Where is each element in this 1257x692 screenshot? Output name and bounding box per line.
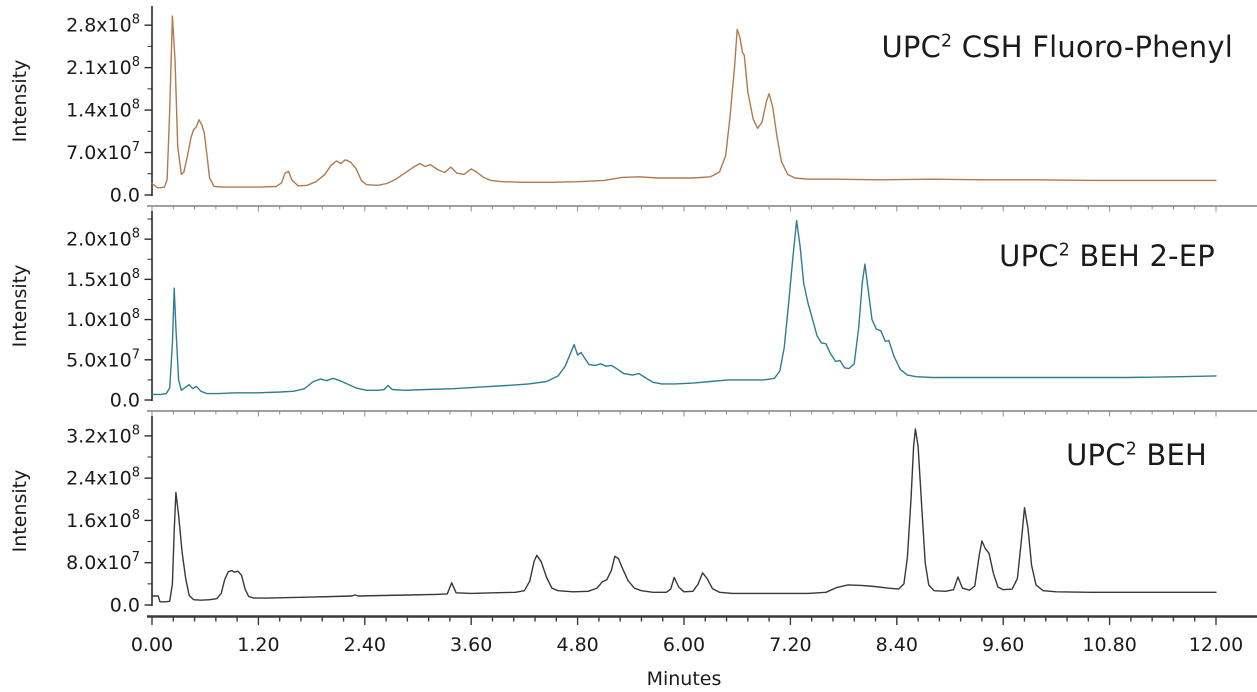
panel-title-beh-2ep: UPC2 BEH 2-EP <box>999 239 1215 273</box>
x-tick-marks <box>151 206 1217 212</box>
y-tick-labels: 3.2x108 2.4x108 1.6x108 8.0x107 0.0 <box>66 423 140 615</box>
x-tick-label: 3.60 <box>450 634 492 656</box>
y-tick-label: 0.0 <box>110 390 140 411</box>
y-minor-tick-marks <box>147 45 152 175</box>
y-tick-marks <box>144 24 152 196</box>
x-axis-plot: 0.00 1.20 2.40 3.60 4.80 6.00 7.20 8.40 9.60 10.8… <box>131 615 1257 690</box>
y-axis-title: Intensity <box>9 60 31 143</box>
y-tick-label: 7.0x107 <box>66 140 140 164</box>
panel-title-text: UPC <box>881 30 942 64</box>
x-tick-label: 2.40 <box>344 634 386 656</box>
y-tick-labels: 2.0x108 1.5x108 1.0x108 5.0x107 0.0 <box>66 227 140 410</box>
panel-beh: 3.2x108 2.4x108 1.6x108 8.0x107 0.0 Intensity… <box>0 410 1257 615</box>
panel-title-csh-fluoro-phenyl: UPC2 CSH Fluoro-Phenyl <box>881 30 1233 64</box>
panel-plot-0: 2.8x108 2.1x108 1.4x108 7.0x107 0.0 Intensity <box>9 6 1217 205</box>
panel-title-text-rest: BEH <box>1136 438 1207 472</box>
panel-title-beh: UPC2 BEH <box>1066 438 1207 472</box>
y-tick-label: 8.0x107 <box>66 550 140 574</box>
panel-title-superscript: 2 <box>1058 240 1070 261</box>
x-tick-label: 12.00 <box>1189 634 1243 656</box>
x-axis: 0.00 1.20 2.40 3.60 4.80 6.00 7.20 8.40 9.60 10.8… <box>0 615 1257 692</box>
chromatogram-trace-1 <box>151 219 1217 396</box>
y-tick-label: 2.8x108 <box>66 13 140 37</box>
y-tick-labels: 2.8x108 2.1x108 1.4x108 7.0x107 0.0 <box>66 13 140 205</box>
y-tick-label: 1.6x108 <box>66 508 140 532</box>
y-tick-marks <box>144 435 152 606</box>
y-tick-label: 0.0 <box>110 595 140 616</box>
y-tick-label: 2.0x108 <box>66 227 140 251</box>
panel-title-text-rest: CSH Fluoro-Phenyl <box>952 30 1233 64</box>
y-tick-label: 0.0 <box>110 185 140 206</box>
chromatogram-trace-2 <box>151 428 1217 603</box>
x-tick-labels: 0.00 1.20 2.40 3.60 4.80 6.00 7.20 8.40 9.60 10.8… <box>131 634 1243 656</box>
y-tick-label: 2.4x108 <box>66 466 140 490</box>
panel-plot-2: 3.2x108 2.4x108 1.6x108 8.0x107 0.0 Intensity <box>9 410 1257 615</box>
y-tick-label: 2.1x108 <box>66 55 140 79</box>
panel-beh-2ep: 2.0x108 1.5x108 1.0x108 5.0x107 0.0 Intensity… <box>0 205 1257 410</box>
y-tick-label: 1.0x108 <box>66 307 140 331</box>
y-minor-tick-marks <box>147 218 152 381</box>
panel-csh-fluoro-phenyl: 2.8x108 2.1x108 1.4x108 7.0x107 0.0 Intensity… <box>0 0 1257 205</box>
x-tick-label: 10.80 <box>1082 634 1136 656</box>
panel-plot-1: 2.0x108 1.5x108 1.0x108 5.0x107 0.0 Intensity <box>9 205 1257 410</box>
y-axis-title: Intensity <box>9 470 31 553</box>
x-tick-label: 8.40 <box>876 634 918 656</box>
chromatogram-trace-0 <box>151 15 1217 189</box>
x-tick-marks <box>151 411 1217 417</box>
panel-title-text: UPC <box>999 239 1059 273</box>
y-axis-title: Intensity <box>9 265 31 348</box>
y-tick-label: 3.2x108 <box>66 423 140 447</box>
x-tick-marks <box>151 617 1217 625</box>
x-tick-label: 9.60 <box>982 634 1024 656</box>
panel-title-superscript: 2 <box>1125 439 1137 460</box>
y-tick-label: 5.0x107 <box>66 347 140 371</box>
x-tick-label: 0.00 <box>131 634 173 656</box>
y-tick-label: 1.4x108 <box>66 98 140 122</box>
x-axis-title: Minutes <box>647 668 722 690</box>
y-minor-tick-marks <box>147 456 152 585</box>
panel-title-text: UPC <box>1066 438 1126 472</box>
x-tick-label: 6.00 <box>663 634 705 656</box>
panel-title-superscript: 2 <box>941 31 953 52</box>
panel-title-text-rest: BEH 2-EP <box>1070 239 1215 273</box>
x-tick-label: 7.20 <box>769 634 811 656</box>
x-tick-label: 1.20 <box>237 634 279 656</box>
y-tick-label: 1.5x108 <box>66 267 140 291</box>
x-tick-label: 4.80 <box>556 634 598 656</box>
y-tick-marks <box>144 238 152 401</box>
